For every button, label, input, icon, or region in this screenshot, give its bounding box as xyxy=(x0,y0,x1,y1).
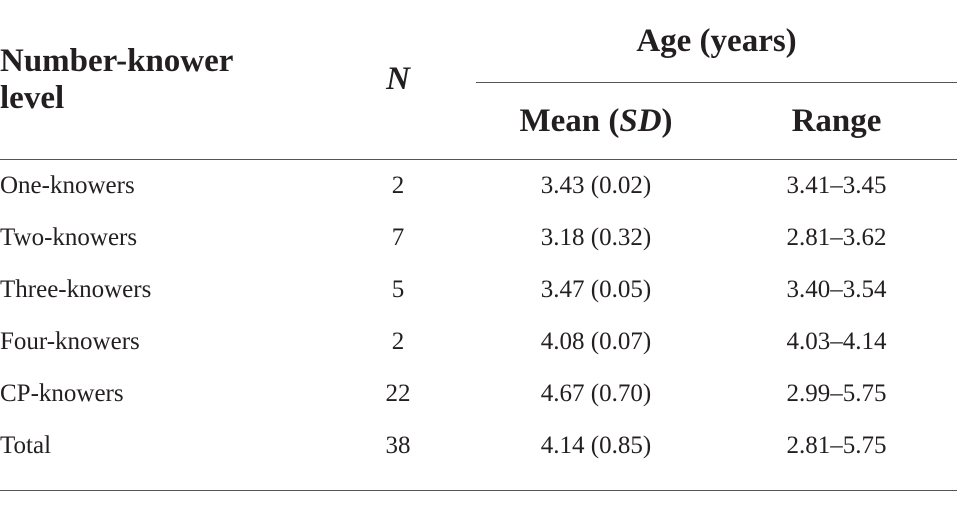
cell-n: 2 xyxy=(391,172,405,199)
cell-n: 7 xyxy=(391,224,405,251)
cell-mean-sd: 4.08 (0.07) xyxy=(540,328,652,355)
mean-close-paren: ) xyxy=(661,102,673,139)
level-label-line1: Number-knower xyxy=(0,43,234,80)
sd-label: SD xyxy=(619,102,662,139)
cell-range: 3.40–3.54 xyxy=(786,276,887,303)
table-row: Four-knowers 2 4.08 (0.07) 4.03–4.14 xyxy=(0,316,957,368)
header-row-sub: Mean (SD) Range xyxy=(0,82,957,160)
cell-range: 2.99–5.75 xyxy=(786,380,887,407)
table-row: CP-knowers 22 4.67 (0.70) 2.99–5.75 xyxy=(0,368,957,420)
table-row: Three-knowers 5 3.47 (0.05) 3.40–3.54 xyxy=(0,264,957,316)
age-by-knower-level-table: Number-knower level N Age (years) Mean (… xyxy=(0,0,957,472)
cell-mean-sd: 4.14 (0.85) xyxy=(540,432,652,459)
table-row: One-knowers 2 3.43 (0.02) 3.41–3.45 xyxy=(0,160,957,213)
cell-mean-sd: 3.47 (0.05) xyxy=(540,276,652,303)
cell-n: 22 xyxy=(385,380,411,407)
cell-n: 38 xyxy=(385,432,411,459)
cell-range: 2.81–5.75 xyxy=(786,432,887,459)
cell-mean-sd: 3.43 (0.02) xyxy=(540,172,652,199)
cell-level: Two-knowers xyxy=(0,224,138,251)
cell-level: Four-knowers xyxy=(0,328,140,355)
cell-level: CP-knowers xyxy=(0,380,124,407)
cell-mean-sd: 4.67 (0.70) xyxy=(540,380,652,407)
table-row: Two-knowers 7 3.18 (0.32) 2.81–3.62 xyxy=(0,212,957,264)
cell-level: One-knowers xyxy=(0,172,135,199)
column-header-mean-sd: Mean (SD) xyxy=(476,82,716,160)
cell-range: 3.41–3.45 xyxy=(786,172,887,199)
cell-n: 5 xyxy=(391,276,405,303)
cell-n: 2 xyxy=(391,328,405,355)
mean-label: Mean ( xyxy=(519,102,620,139)
cell-level: Total xyxy=(0,432,52,459)
table-bottom-rule xyxy=(0,490,957,491)
cell-level: Three-knowers xyxy=(0,276,152,303)
cell-range: 2.81–3.62 xyxy=(786,224,887,251)
cell-range: 4.03–4.14 xyxy=(786,328,887,355)
level-label-line2: level xyxy=(0,79,65,116)
cell-mean-sd: 3.18 (0.32) xyxy=(540,224,652,251)
column-header-range: Range xyxy=(716,82,957,160)
column-group-header-age: Age (years) xyxy=(476,0,957,83)
column-header-level: Number-knower level xyxy=(0,0,320,160)
header-row-top: Number-knower level N Age (years) xyxy=(0,0,957,160)
table-row: Total 38 4.14 (0.85) 2.81–5.75 xyxy=(0,420,957,472)
column-header-n: N xyxy=(320,0,476,160)
